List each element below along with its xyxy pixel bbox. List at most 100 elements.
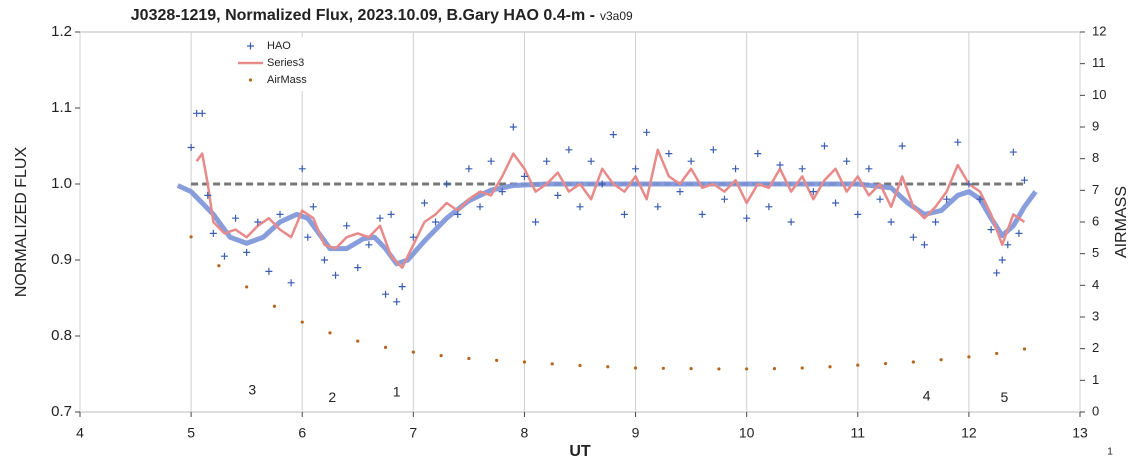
airmass-point [522,360,527,364]
annotation: 5 [1001,389,1009,405]
data-point [754,150,762,158]
airmass-point [883,361,888,366]
data-point [965,180,973,188]
data-point [387,210,395,218]
data-point [954,138,962,146]
x-tick-label: 12 [961,425,977,441]
data-point [620,210,628,218]
data-point [687,157,695,165]
x-tick-label: 10 [739,425,755,441]
data-point [532,218,540,226]
airmass-point [550,362,554,366]
data-point [732,165,740,173]
line-series [195,148,1026,269]
data-point [476,203,484,211]
airmass-point [272,304,277,308]
airmass-point [467,356,471,361]
airmass-point [772,367,777,371]
data-point [309,203,317,211]
data-point [998,256,1006,264]
y2-tick-label: 6 [1092,213,1099,228]
airmass-point [633,366,638,370]
airmass-point [356,339,360,343]
y2-tick-label: 8 [1092,150,1099,165]
data-point [265,267,273,275]
footer: 1 [1107,447,1113,458]
data-point [409,233,417,241]
data-point [487,157,495,165]
data-point [420,199,428,207]
data-point [993,269,1001,277]
x-tick-label: 4 [76,425,84,441]
version-label: v3a09 [600,9,633,23]
data-point [232,214,240,222]
y2-tick-label: 2 [1092,340,1099,355]
airmass-point [911,360,915,364]
data-point [365,241,373,249]
data-point [798,165,806,173]
data-point [376,214,384,222]
x-tick-label: 8 [521,425,529,441]
airmass-point [661,366,665,370]
data-point [632,165,640,173]
y2-tick-label: 3 [1092,308,1099,323]
legend-label: AirMass [267,74,307,86]
plot-area [79,31,1081,413]
data-point [676,188,684,196]
data-point [587,157,595,165]
data-point [343,222,351,230]
airmass-point [578,363,582,368]
y2-tick-label: 5 [1092,245,1099,260]
annotation: 3 [248,381,256,397]
x-tick-label: 9 [632,425,640,441]
y-tick-label: 0.8 [51,327,72,344]
airmass-point [439,354,443,358]
data-point [1020,176,1028,184]
y-axis-label: NORMALIZED FLUX [13,147,30,298]
data-point [187,144,195,152]
data-point [287,279,295,287]
data-point [398,283,406,291]
airmass-point [606,365,610,369]
x-tick-label: 11 [851,425,866,441]
data-point [243,248,251,256]
legend-label: Series3 [267,57,304,69]
data-point [598,180,606,188]
x-axis-label: UT [569,443,591,460]
airmass-point [217,264,221,268]
airmass-point [745,367,749,371]
data-point [454,210,462,218]
data-point [382,290,390,298]
data-point [198,109,206,117]
data-point [332,271,340,279]
y2-axis-label: AIRMASS [1113,186,1130,258]
y2-tick-label: 0 [1092,403,1099,418]
y-tick-label: 0.9 [51,251,72,268]
data-point [643,128,651,136]
data-point [520,172,528,180]
data-point [898,142,906,150]
x-tick-label: 13 [1072,425,1088,441]
y2-tick-label: 10 [1092,87,1106,102]
airmass-point [300,320,304,324]
annotation: 1 [393,384,401,400]
data-point [987,226,995,234]
data-point [354,264,362,272]
data-point [204,191,212,199]
airmass-point [939,358,943,362]
data-point [976,195,984,203]
data-point [443,180,451,188]
x-tick-label: 7 [409,425,417,441]
airmass-point [411,350,415,354]
data-point [932,218,940,226]
data-point [909,233,917,241]
data-point [276,210,284,218]
data-point [887,218,895,226]
data-point [765,203,773,211]
y2-tick-label: 9 [1092,118,1099,133]
airmass-point [717,367,721,371]
data-point [854,210,862,218]
airmass-point [856,363,860,367]
data-point [654,203,662,211]
airmass-point [383,345,388,349]
